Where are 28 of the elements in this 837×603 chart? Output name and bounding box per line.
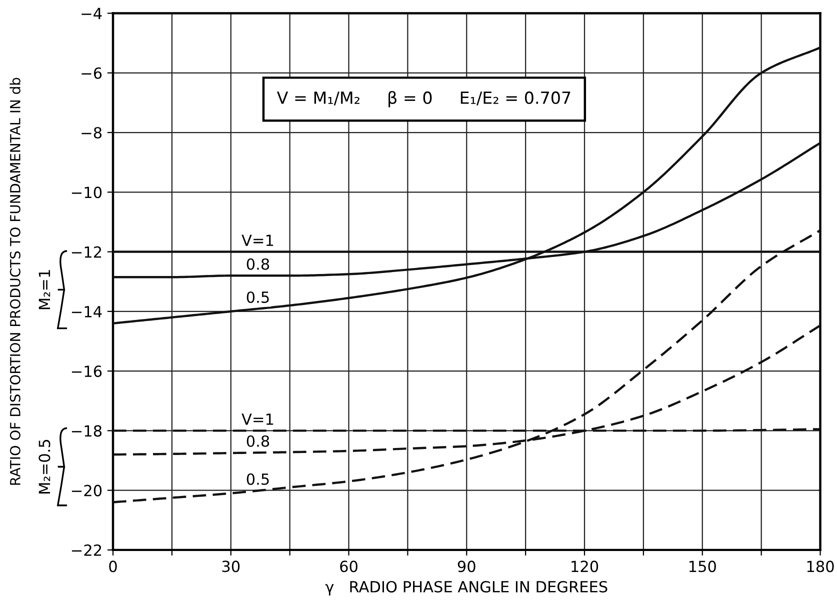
y-tick-label: −20	[72, 484, 102, 496]
y-tick-label: −16	[72, 366, 102, 378]
series-label: 0.5	[246, 473, 269, 485]
x-tick-label: 180	[807, 560, 834, 572]
text: M₂=0.5	[38, 440, 50, 494]
annotation: V = M₁/M₂ β = 0 E₁/E₂ = 0.707	[276, 91, 570, 108]
x-tick-label: 120	[572, 560, 598, 572]
x-tick-label: 90	[458, 560, 476, 572]
y-tick-label: −12	[72, 246, 102, 258]
x-tick-label: 60	[340, 560, 358, 572]
y-axis-title: RATIO OF DISTORTION PRODUCTS TO FUNDAMENTAL IN db	[10, 78, 20, 485]
x-tick-label: 0	[109, 560, 117, 572]
series-label: V=1	[242, 414, 274, 425]
y-tick-label: −10	[72, 186, 102, 198]
y-tick-label: −4	[82, 8, 102, 20]
x-tick-label: 30	[222, 560, 240, 572]
x-axis-title: γ RADIO PHASE ANGLE IN DEGREES	[325, 580, 608, 596]
y-tick-label: −18	[72, 425, 102, 437]
text: M₂=1	[38, 270, 50, 310]
y-tick-label: −6	[82, 67, 102, 79]
y-tick-label: −8	[82, 126, 102, 139]
series-label: 0.8	[246, 435, 270, 447]
y-tick-label: −14	[72, 306, 102, 318]
series-label: 0.8	[246, 258, 270, 270]
series-label: 0.5	[246, 291, 269, 304]
x-tick-label: 150	[689, 560, 716, 572]
series-label: V=1	[242, 234, 274, 246]
y-tick-label: −22	[72, 544, 102, 556]
